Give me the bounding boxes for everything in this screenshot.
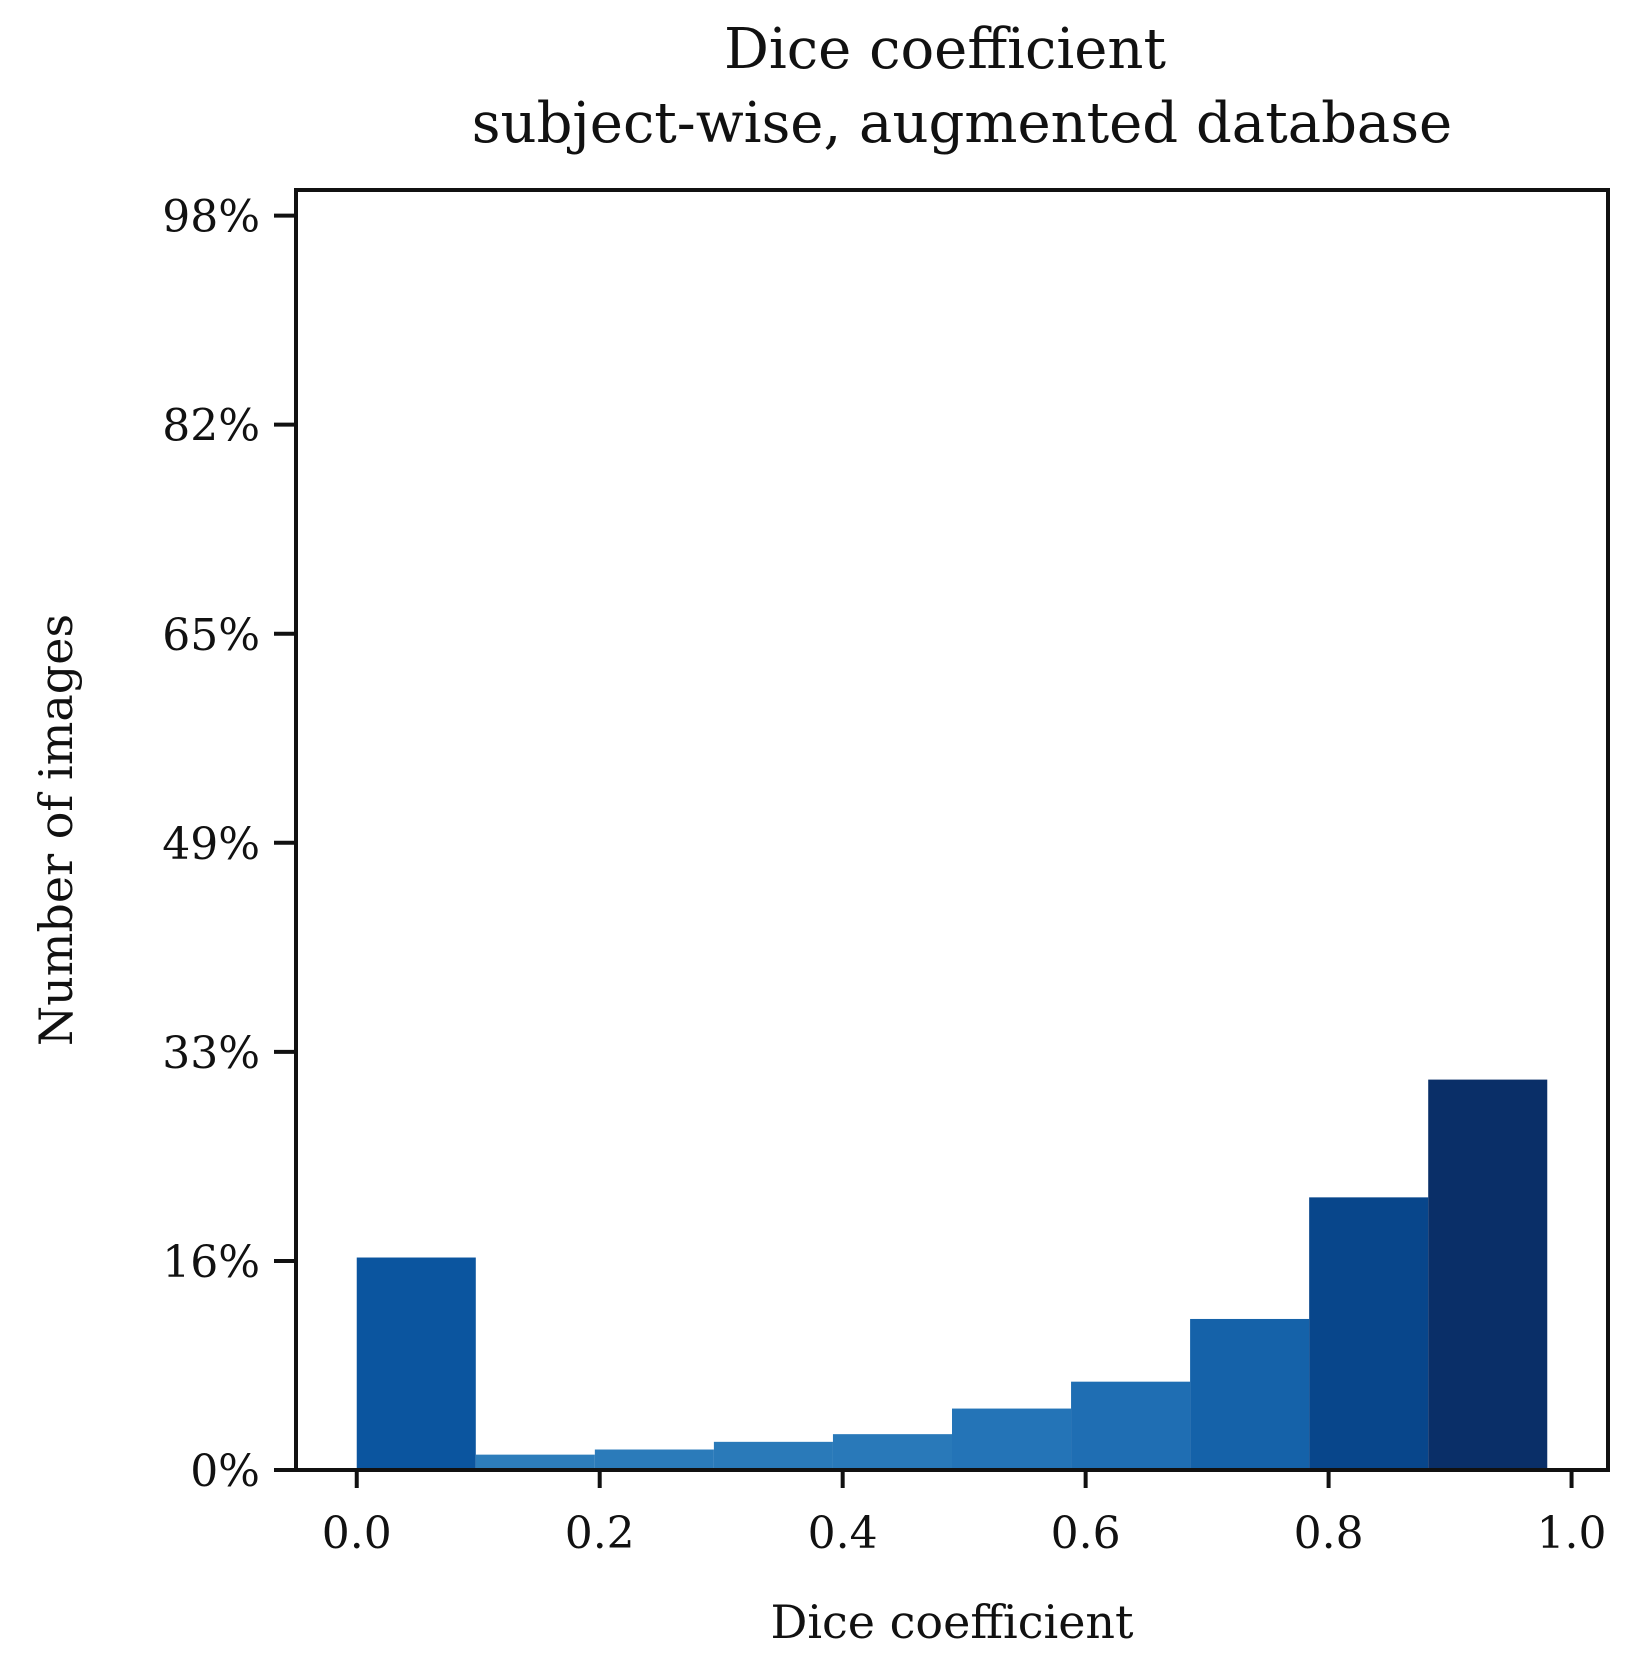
x-tick-label-2: 0.4 — [808, 1508, 878, 1559]
y-tick-label-1: 16% — [162, 1237, 260, 1288]
x-tick-label-5: 1.0 — [1537, 1508, 1607, 1559]
y-tick-label-6: 98% — [162, 192, 260, 243]
x-tick-label-4: 0.8 — [1294, 1508, 1364, 1559]
histogram-bar-1 — [475, 1454, 595, 1470]
y-tick-label-4: 65% — [162, 610, 260, 661]
histogram-bar-3 — [713, 1441, 833, 1470]
chart-title-line-2: subject-wise, augmented database — [472, 91, 1452, 156]
y-tick-label-0: 0% — [190, 1446, 260, 1497]
histogram-bar-0 — [356, 1257, 476, 1470]
x-tick-label-1: 0.2 — [565, 1508, 635, 1559]
histogram-bar-6 — [1071, 1381, 1191, 1470]
histogram-bars — [356, 1079, 1548, 1470]
histogram-bar-9 — [1428, 1079, 1548, 1470]
y-tick-label-3: 49% — [162, 819, 260, 870]
x-tick-label-3: 0.6 — [1051, 1508, 1121, 1559]
chart-title-line-1: Dice coefficient — [724, 17, 1167, 82]
x-axis-label: Dice coefficient — [770, 1595, 1134, 1649]
x-tick-label-0: 0.0 — [322, 1508, 392, 1559]
y-tick-label-2: 33% — [162, 1028, 260, 1079]
y-tick-label-5: 82% — [162, 401, 260, 452]
y-axis-ticks: 0% 16% 33% 49% 65% 82% 98% — [162, 192, 296, 1497]
x-axis-ticks: 0.0 0.2 0.4 0.6 0.8 1.0 — [322, 1470, 1607, 1559]
histogram-bar-8 — [1309, 1197, 1429, 1470]
plot-frame — [294, 188, 1610, 1472]
histogram-bar-2 — [594, 1449, 714, 1470]
histogram-bar-4 — [832, 1434, 952, 1470]
y-axis-label: Number of images — [29, 614, 83, 1046]
histogram-bar-7 — [1190, 1318, 1310, 1470]
histogram-bar-5 — [952, 1408, 1072, 1470]
